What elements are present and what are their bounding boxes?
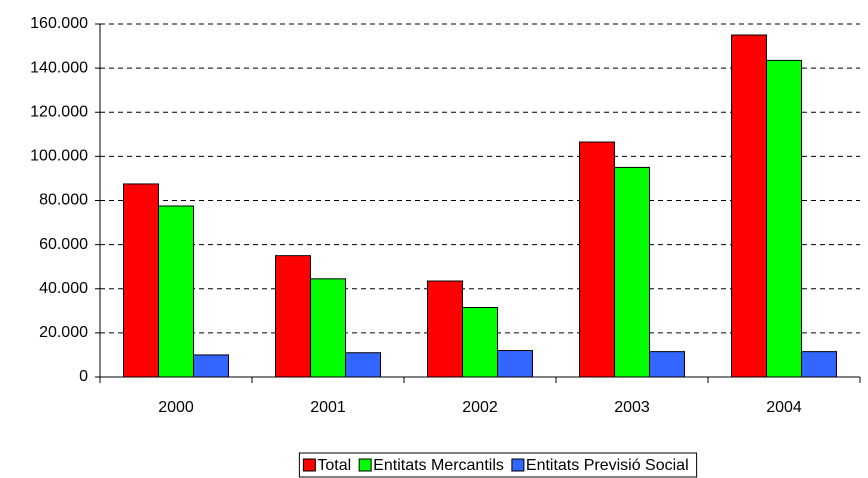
legend-swatch: [302, 458, 316, 472]
legend-label: Total: [317, 457, 351, 474]
bar: [801, 351, 837, 378]
bar: [123, 183, 159, 378]
legend-label: Entitats Previsió Social: [526, 457, 689, 474]
y-tick-label: 80.000: [39, 192, 88, 209]
y-tick-label: 0: [79, 368, 88, 385]
bar: [497, 350, 533, 378]
bar: [193, 354, 229, 378]
y-tick-label: 100.000: [30, 148, 88, 165]
bar: [766, 59, 802, 378]
bar: [579, 141, 615, 378]
y-tick-label: 40.000: [39, 280, 88, 297]
bar: [649, 351, 685, 378]
legend-swatch: [511, 458, 525, 472]
x-tick-label: 2002: [462, 399, 498, 416]
y-tick-label: 160.000: [30, 15, 88, 32]
bar: [310, 278, 346, 378]
x-tick-label: 2003: [614, 399, 650, 416]
legend-label: Entitats Mercantils: [373, 457, 504, 474]
y-tick-label: 20.000: [39, 324, 88, 341]
bar: [158, 205, 194, 378]
y-tick-label: 140.000: [30, 59, 88, 76]
x-tick-label: 2001: [310, 399, 346, 416]
y-tick-label: 120.000: [30, 103, 88, 120]
bar: [427, 280, 463, 378]
bar: [614, 166, 650, 378]
bar: [275, 255, 311, 378]
bar: [345, 352, 381, 378]
x-tick-label: 2004: [766, 399, 802, 416]
y-tick-label: 60.000: [39, 236, 88, 253]
x-tick-label: 2000: [158, 399, 194, 416]
bar: [462, 307, 498, 378]
legend-swatch: [358, 458, 372, 472]
bar: [731, 34, 767, 378]
